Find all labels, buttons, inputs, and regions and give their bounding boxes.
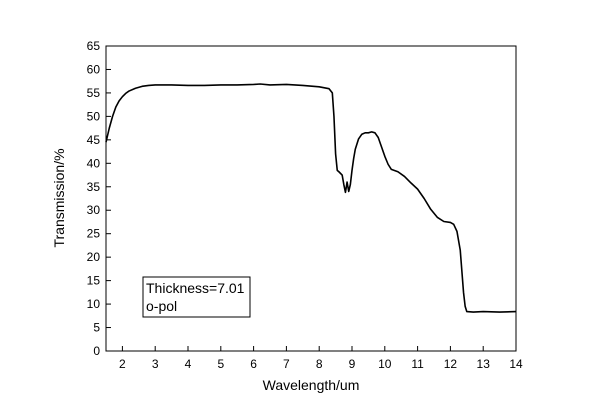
- x-tick-label: 5: [217, 357, 224, 371]
- annotation-thickness: Thickness=7.01: [146, 280, 245, 296]
- y-tick-label: 15: [87, 274, 101, 288]
- y-tick-label: 20: [87, 250, 101, 264]
- y-tick-label: 35: [87, 180, 101, 194]
- y-axis-ticks: 0 5 10 15 20 25 30 35 40 45 50 55 60 65: [87, 39, 111, 358]
- annotation-polarization: o-pol: [146, 298, 177, 314]
- y-tick-label: 55: [87, 86, 101, 100]
- annotation-box: [142, 276, 251, 318]
- y-tick-label: 40: [87, 156, 101, 170]
- x-axis-title: Wavelength/um: [263, 377, 360, 393]
- y-tick-label: 45: [87, 133, 101, 147]
- x-tick-label: 9: [349, 357, 356, 371]
- y-tick-label: 5: [93, 321, 100, 335]
- x-tick-label: 7: [283, 357, 290, 371]
- x-axis-ticks: 2 3 4 5 6 7 8 9 10 11 12 13 14: [119, 346, 523, 371]
- y-tick-label: 65: [87, 39, 101, 53]
- x-tick-label: 6: [250, 357, 257, 371]
- x-tick-label: 14: [509, 357, 523, 371]
- x-tick-label: 4: [185, 357, 192, 371]
- x-tick-label: 10: [378, 357, 392, 371]
- series-line-o-pol: [105, 83, 517, 313]
- y-tick-label: 25: [87, 227, 101, 241]
- y-tick-label: 60: [87, 62, 101, 76]
- plot-frame: [105, 45, 517, 352]
- y-tick-label: 10: [87, 297, 101, 311]
- x-tick-label: 3: [152, 357, 159, 371]
- y-tick-label: 50: [87, 109, 101, 123]
- x-tick-label: 8: [316, 357, 323, 371]
- y-axis-title: Transmission/%: [51, 148, 67, 247]
- x-tick-label: 11: [411, 357, 424, 371]
- x-tick-label: 13: [477, 357, 491, 371]
- y-tick-label: 30: [87, 203, 101, 217]
- x-tick-label: 2: [119, 357, 126, 371]
- x-tick-label: 12: [444, 357, 458, 371]
- y-tick-label: 0: [93, 344, 100, 358]
